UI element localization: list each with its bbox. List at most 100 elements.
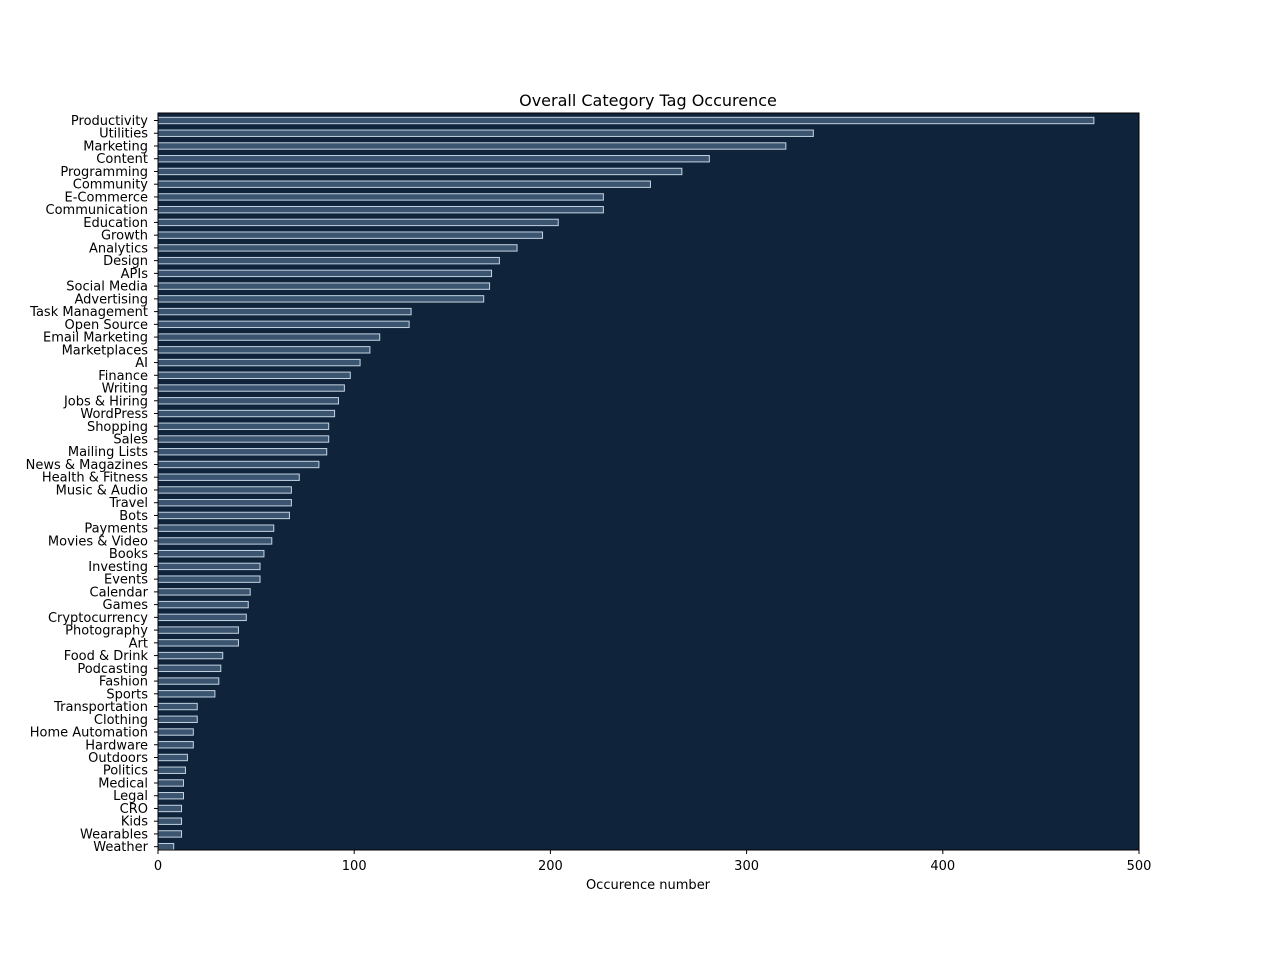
bar-photography	[157, 626, 239, 634]
y-tick-label: Marketing	[83, 139, 148, 154]
bar-sports	[157, 690, 216, 698]
y-tick-label: Mailing Lists	[68, 445, 148, 460]
y-tick-label: Task Management	[29, 305, 148, 320]
y-tick-label: Wearables	[80, 827, 148, 842]
y-tick-label: Open Source	[64, 318, 148, 333]
x-axis-label: Occurence number	[586, 878, 711, 893]
y-tick-label: Games	[103, 598, 149, 613]
bar-finance	[157, 371, 351, 380]
x-tick-label: 100	[342, 859, 367, 874]
y-tick-label: Clothing	[94, 713, 148, 728]
x-tick-label: 300	[734, 859, 759, 874]
bars-group	[157, 116, 1095, 851]
bar-education	[157, 218, 559, 227]
bar-programming	[157, 167, 683, 176]
y-tick-label: WordPress	[80, 407, 148, 422]
y-tick-label: Health & Fitness	[42, 471, 148, 486]
x-tick-label: 0	[154, 859, 162, 874]
chart-title: Overall Category Tag Occurence	[519, 91, 777, 110]
y-tick-label: Bots	[119, 509, 148, 524]
bar-travel	[157, 499, 292, 507]
bar-wearables	[157, 830, 183, 838]
bar-advertising	[157, 295, 485, 303]
bar-payments	[157, 524, 275, 532]
y-tick-label: Advertising	[74, 292, 148, 307]
y-tick-label: Education	[83, 216, 148, 231]
y-tick-label: Community	[73, 178, 149, 193]
y-tick-label: AI	[135, 356, 148, 371]
y-tick-label: Books	[109, 547, 148, 562]
y-tick-label: Transportation	[53, 700, 148, 715]
y-tick-label: Podcasting	[77, 662, 148, 677]
y-tick-label: Events	[104, 573, 148, 588]
bar-task-management	[157, 307, 412, 316]
bar-cryptocurrency	[157, 613, 247, 622]
y-tick-label: Sports	[106, 687, 148, 702]
y-tick-label: Marketplaces	[62, 343, 149, 358]
bar-social-media	[157, 282, 491, 290]
bar-food-and-drink	[157, 651, 224, 660]
bar-design	[157, 256, 500, 265]
y-tick-label: Photography	[65, 624, 148, 639]
y-tick-label: Music & Audio	[56, 483, 148, 498]
bar-news-and-magazines	[157, 460, 320, 469]
bar-e-commerce	[157, 193, 604, 201]
bar-books	[157, 549, 265, 558]
bar-utilities	[157, 129, 814, 137]
bar-communication	[157, 205, 604, 214]
y-tick-label: Growth	[101, 229, 148, 244]
bar-music-and-audio	[157, 486, 292, 494]
y-tick-label: Outdoors	[88, 751, 148, 766]
y-tick-label: E-Commerce	[65, 190, 148, 205]
bar-marketing	[157, 142, 787, 150]
y-tick-label: Payments	[84, 522, 148, 537]
bar-calendar	[157, 588, 251, 596]
y-tick-label: Legal	[113, 789, 148, 804]
y-tick-label: Email Marketing	[43, 331, 148, 346]
bar-home-automation	[157, 728, 194, 736]
y-tick-label: Programming	[60, 165, 148, 180]
bar-content	[157, 155, 710, 163]
bar-outdoors	[157, 753, 188, 762]
y-tick-labels: ProductivityUtilitiesMarketingContentPro…	[26, 114, 158, 855]
bar-movies-and-video	[157, 537, 273, 545]
bar-email-marketing	[157, 333, 381, 341]
y-tick-label: Analytics	[89, 241, 148, 256]
bar-sales	[157, 435, 330, 443]
y-tick-label: Medical	[98, 776, 148, 791]
bar-mailing-lists	[157, 448, 328, 456]
bar-investing	[157, 562, 261, 571]
bar-wordpress	[157, 409, 336, 418]
y-tick-label: Design	[103, 254, 148, 269]
bar-ai	[157, 358, 361, 367]
bar-medical	[157, 779, 185, 787]
y-tick-label: Hardware	[85, 738, 148, 753]
y-tick-label: News & Magazines	[26, 458, 149, 473]
bar-analytics	[157, 244, 518, 252]
y-tick-label: Utilities	[99, 127, 148, 142]
y-tick-label: Travel	[108, 496, 148, 511]
bar-hardware	[157, 741, 194, 749]
plot-frame	[157, 112, 1140, 851]
bar-community	[157, 180, 651, 188]
y-tick-label: Calendar	[90, 585, 149, 600]
y-tick-label: Finance	[98, 369, 148, 384]
x-tick-label: 200	[538, 859, 563, 874]
bar-cro	[157, 804, 183, 813]
bar-open-source	[157, 320, 410, 329]
bar-marketplaces	[157, 346, 371, 354]
bar-jobs-and-hiring	[157, 397, 340, 405]
y-tick-label: Weather	[93, 840, 148, 855]
y-tick-label: Social Media	[66, 280, 148, 295]
bar-weather	[157, 842, 175, 851]
x-tick-label: 500	[1127, 859, 1152, 874]
bar-games	[157, 600, 249, 609]
bar-events	[157, 575, 261, 583]
y-tick-label: Food & Drink	[64, 649, 149, 664]
y-tick-label: Content	[96, 152, 148, 167]
y-tick-label: Art	[129, 636, 148, 651]
bar-productivity	[157, 116, 1095, 125]
y-tick-label: Communication	[46, 203, 148, 218]
